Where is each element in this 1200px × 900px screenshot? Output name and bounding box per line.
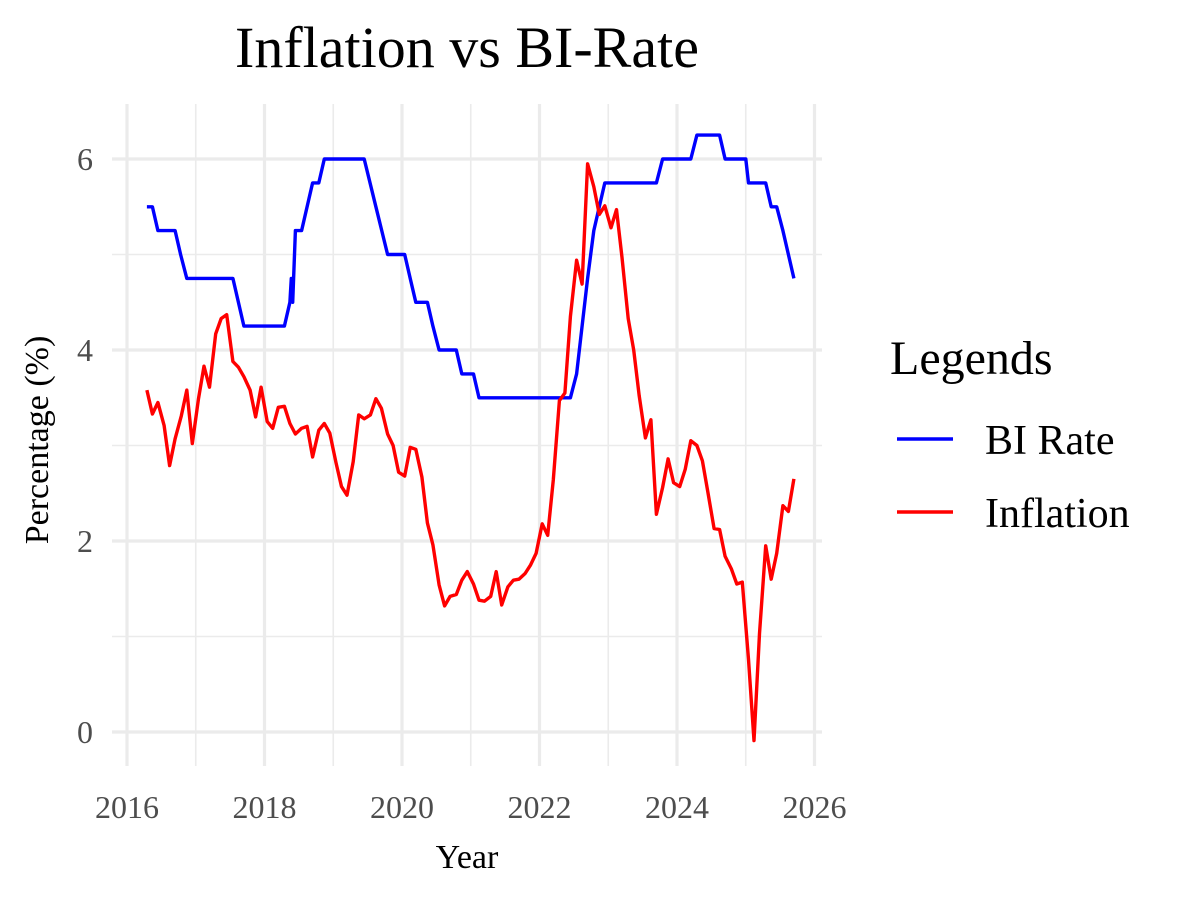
- series-line-inflation: [145, 162, 796, 743]
- series-layer: [145, 133, 796, 743]
- x-tick-label: 2016: [95, 789, 159, 825]
- y-tick-label: 0: [77, 714, 93, 750]
- axes: 2016 2018 2020 2022 2024 2026 0 2 4 6: [77, 141, 847, 825]
- x-tick-label: 2026: [783, 789, 847, 825]
- x-tick-label: 2020: [370, 789, 434, 825]
- legend-title: Legends: [890, 332, 1053, 385]
- y-axis-title: Percentage (%): [19, 336, 56, 545]
- legend-label-inflation: Inflation: [985, 491, 1130, 537]
- y-tick-label: 6: [77, 141, 93, 177]
- x-tick-label: 2024: [645, 789, 709, 825]
- x-tick-label: 2018: [233, 789, 297, 825]
- y-tick-label: 4: [77, 332, 93, 368]
- y-tick-label: 2: [77, 523, 93, 559]
- grid: [112, 104, 822, 766]
- x-tick-label: 2022: [508, 789, 572, 825]
- series-line-bi-rate: [146, 133, 796, 400]
- x-axis-title: Year: [436, 839, 499, 876]
- legend: Legends BI Rate Inflation: [890, 332, 1130, 537]
- legend-label-bi-rate: BI Rate: [985, 418, 1114, 464]
- chart-title: Inflation vs BI-Rate: [235, 15, 699, 80]
